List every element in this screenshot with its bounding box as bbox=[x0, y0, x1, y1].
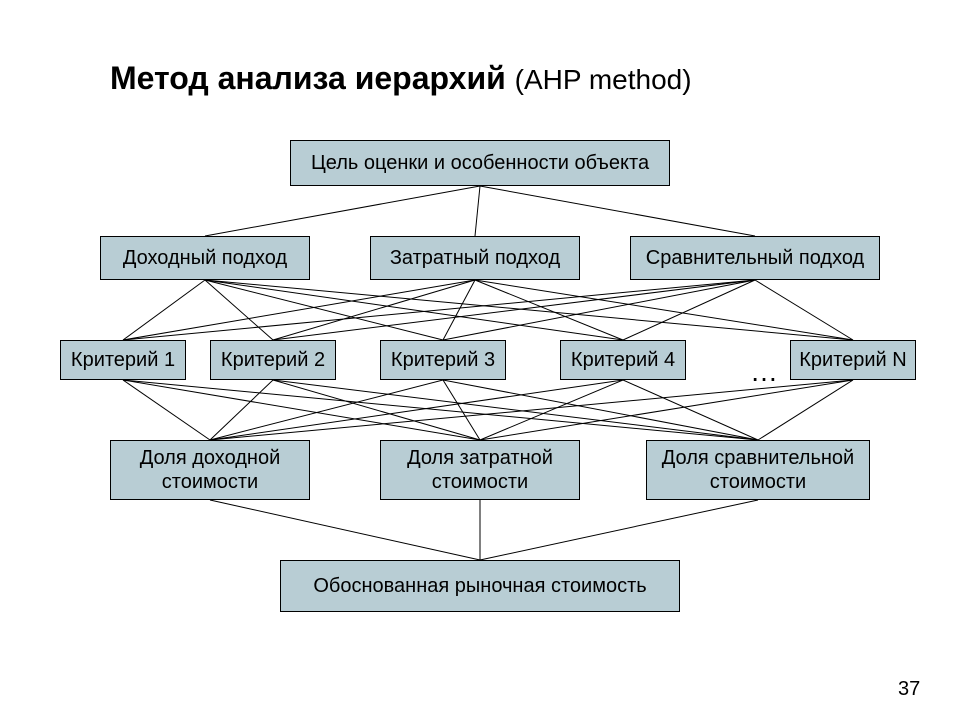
node-label: Затратный подход bbox=[390, 246, 560, 270]
node-result: Обоснованная рыночная стоимость bbox=[280, 560, 680, 612]
page-number-text: 37 bbox=[898, 678, 920, 700]
node-crit4: Критерий 4 bbox=[560, 340, 686, 380]
title-sub: (AHP method) bbox=[515, 64, 692, 95]
page-number: 37 bbox=[898, 678, 920, 701]
node-crit3: Критерий 3 bbox=[380, 340, 506, 380]
node-label: Сравнительный подход bbox=[646, 246, 864, 270]
node-label: Доля доходной стоимости bbox=[117, 446, 303, 494]
node-goal: Цель оценки и особенности объекта bbox=[290, 140, 670, 186]
node-label: Критерий 4 bbox=[571, 348, 675, 372]
node-share2: Доля затратной стоимости bbox=[380, 440, 580, 500]
node-label: Критерий 2 bbox=[221, 348, 325, 372]
node-label: Цель оценки и особенности объекта bbox=[311, 151, 649, 175]
node-app2: Затратный подход bbox=[370, 236, 580, 280]
node-share1: Доля доходной стоимости bbox=[110, 440, 310, 500]
node-share3: Доля сравнительной стоимости bbox=[646, 440, 870, 500]
node-label: Доля затратной стоимости bbox=[387, 446, 573, 494]
node-label: Обоснованная рыночная стоимость bbox=[313, 574, 646, 598]
ellipsis: … bbox=[750, 356, 778, 388]
title-main: Метод анализа иерархий bbox=[110, 60, 515, 96]
node-app1: Доходный подход bbox=[100, 236, 310, 280]
node-critN: Критерий N bbox=[790, 340, 916, 380]
node-crit2: Критерий 2 bbox=[210, 340, 336, 380]
node-label: Критерий N bbox=[799, 348, 906, 372]
ellipsis-text: … bbox=[750, 356, 778, 387]
node-label: Критерий 1 bbox=[71, 348, 175, 372]
node-crit1: Критерий 1 bbox=[60, 340, 186, 380]
page-title: Метод анализа иерархий (AHP method) bbox=[110, 60, 692, 97]
node-app3: Сравнительный подход bbox=[630, 236, 880, 280]
node-label: Доля сравнительной стоимости bbox=[653, 446, 863, 494]
node-label: Критерий 3 bbox=[391, 348, 495, 372]
node-label: Доходный подход bbox=[123, 246, 287, 270]
